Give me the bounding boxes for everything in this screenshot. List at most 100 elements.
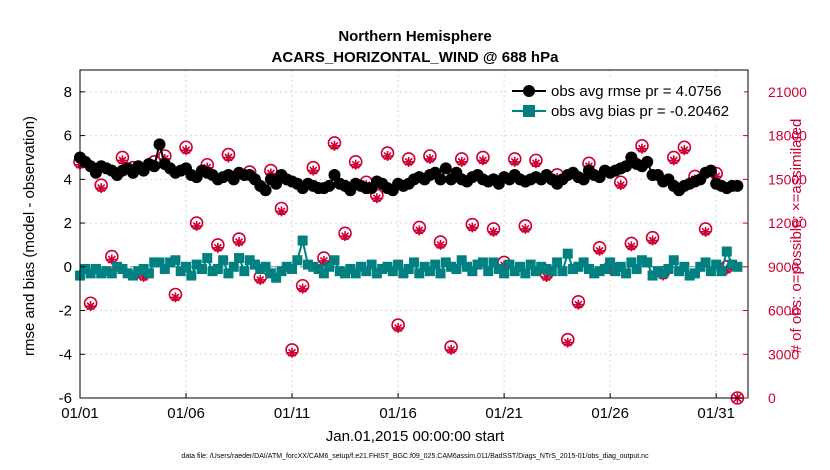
y-tick-label: 6 [64,128,72,145]
bias-point [249,259,260,270]
bias-point [700,257,711,268]
bias-point [218,255,229,266]
obs-assimilated-point [668,155,679,166]
bias-point [446,261,457,272]
y-right-tick-label: 0 [768,390,776,406]
x-tick-label: 01/21 [485,405,523,422]
bias-point [122,268,133,279]
bias-point [403,263,414,274]
bias-point [674,266,685,277]
bias-point [509,266,520,277]
bias-point [186,270,197,281]
bias-point [393,259,404,270]
bias-point [636,255,647,266]
bias-point [456,255,467,266]
bias-point [128,270,139,281]
obs-assimilated-point [138,272,149,283]
rmse-point [328,168,341,181]
bias-point [149,257,160,268]
bias-point [297,235,308,246]
obs-assimilated-point [255,274,266,285]
obs-assimilated-point [96,183,107,194]
obs-assimilated-point [106,254,117,265]
obs-assimilated-point [382,151,393,162]
obs-assimilated-point [573,299,584,310]
legend-bias-label: obs avg bias pr = -0.20462 [551,103,729,120]
bias-point [419,261,430,272]
obs-assimilated-point [700,226,711,237]
bias-point [583,263,594,274]
bias-point [536,261,547,272]
x-tick-label: 01/11 [274,405,310,422]
y-tick-label: 8 [64,84,72,101]
bias-point [143,268,154,279]
bias-point [302,259,313,270]
bias-point [271,272,282,283]
x-axis-ticks: 01/01 01/06 01/11 01/16 01/21 01/26 01/31 [61,393,735,422]
obs-assimilated-point [234,237,245,248]
bias-point [345,263,356,274]
bias-point [329,255,340,266]
plot-frame [79,69,749,399]
obs-assimilated-point [477,155,488,166]
obs-assimilated-point [605,264,616,275]
data-file-footnote: data file: /Users/raeder/DAI/ATM_forcXX/… [181,453,649,460]
y-right-tick-label: 3000 [768,346,799,362]
bias-point [196,263,207,274]
bias-point [313,263,324,274]
bias-point [541,263,552,274]
bias-point [165,257,176,268]
bias-point [382,261,393,272]
obs-assimilated-point [679,145,690,156]
y-axis-right-ticks: 0 3000 6000 9000 12000 15000 18000 21000 [743,84,807,406]
bias-point [292,255,303,266]
y-right-tick-label: 12000 [768,215,807,231]
rmse-point [323,179,336,192]
obs-assimilated-point [414,225,425,236]
bias-point [170,255,181,266]
bias-point [695,261,706,272]
x-tick-label: 01/26 [591,405,629,422]
obs-assimilated-point [318,255,329,266]
bias-point [318,268,329,279]
bias-point [663,263,674,274]
obs-assimilated-point [329,140,340,151]
bias-point [684,270,695,281]
obs-assimilated-point [520,223,531,234]
obs-assimilated-point [647,235,658,246]
obs-assimilated-point [711,171,722,182]
obs-assimilated-point [626,241,637,252]
y-tick-label: -2 [59,303,72,320]
bias-point [387,266,398,277]
bias-point [355,261,366,272]
rmse-point [434,173,447,186]
obs-assimilated-point [721,264,732,275]
bias-point [377,263,388,274]
bias-point [562,248,573,259]
bias-point [435,268,446,279]
legend-bias-marker [523,105,535,117]
obs-assimilated-point [456,156,467,167]
obs-assimilated-point [371,193,382,204]
obs-assimilated-point [393,323,404,334]
bias-point [652,266,663,277]
obs-assimilated-point [403,156,414,167]
bias-point [546,266,557,277]
obs-assimilated-point [85,301,96,312]
rmse-point [641,155,654,168]
obs-assimilated-point [562,337,573,348]
bias-point [234,253,245,264]
bias-point [716,266,727,277]
obs-assimilated-point [509,156,520,167]
legend: obs avg rmse pr = 4.0756 obs avg bias pr… [508,78,744,122]
bias-point [430,259,441,270]
rmse-point [270,177,283,190]
bias-point [552,257,563,268]
bias-point [276,266,287,277]
legend-rmse-label: obs avg rmse pr = 4.0756 [551,83,722,100]
bias-point [668,255,679,266]
bias-point [106,268,117,279]
obs-assimilated-point [499,260,510,271]
y-tick-label: -6 [59,390,72,407]
bias-point [573,261,584,272]
